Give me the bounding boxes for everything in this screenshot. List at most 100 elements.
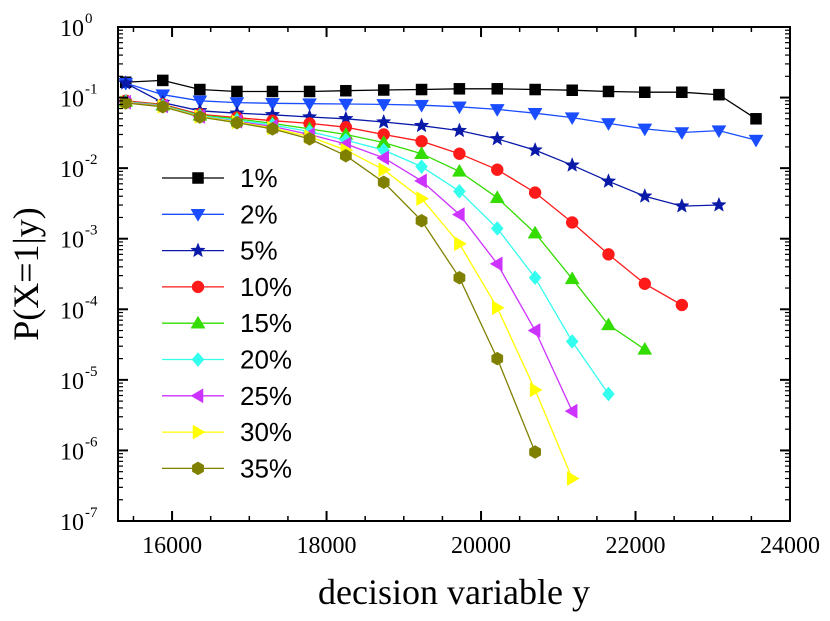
x-tick-label: 16000 bbox=[142, 533, 202, 559]
y-tick-label: 10 bbox=[60, 439, 84, 465]
y-tick-exponent: -2 bbox=[85, 152, 98, 168]
data-point bbox=[527, 107, 543, 121]
data-point bbox=[414, 146, 429, 159]
legend-marker bbox=[192, 424, 206, 440]
data-point bbox=[303, 132, 316, 146]
legend-marker bbox=[192, 172, 204, 184]
x-tick-label: 18000 bbox=[297, 533, 357, 559]
y-tick-label: 10 bbox=[60, 369, 84, 395]
y-axis-title: P(X=1|y) bbox=[6, 207, 46, 341]
data-point bbox=[528, 186, 542, 199]
data-point bbox=[414, 99, 429, 113]
legend-label: 25% bbox=[240, 381, 292, 411]
y-tick-exponent: 0 bbox=[85, 11, 93, 27]
legend-entry: 2% bbox=[162, 199, 278, 229]
data-point bbox=[636, 188, 653, 203]
data-point bbox=[376, 99, 392, 112]
data-point bbox=[711, 196, 727, 212]
data-point bbox=[303, 85, 316, 98]
data-point bbox=[489, 130, 506, 146]
y-tick-label: 10 bbox=[60, 510, 84, 536]
legend-label: 1% bbox=[240, 163, 278, 193]
data-point bbox=[451, 122, 468, 138]
data-point bbox=[527, 225, 543, 239]
legend: 1% 2% 5% 10% 15% 20% 25% 30% 35% bbox=[162, 163, 292, 483]
data-point bbox=[564, 157, 580, 172]
data-point bbox=[491, 83, 504, 95]
series-line bbox=[125, 102, 536, 453]
data-point bbox=[375, 113, 392, 129]
data-point bbox=[675, 298, 689, 312]
data-point bbox=[156, 100, 169, 114]
data-point bbox=[451, 163, 467, 177]
data-point bbox=[748, 134, 764, 148]
data-point bbox=[415, 83, 428, 96]
y-tick-exponent: -6 bbox=[85, 434, 98, 450]
y-tick-label: 10 bbox=[60, 298, 84, 324]
data-point bbox=[415, 213, 428, 228]
legend-marker bbox=[190, 209, 206, 222]
legend-entry: 30% bbox=[162, 417, 292, 447]
tick-layer bbox=[118, 26, 791, 522]
legend-entry: 25% bbox=[162, 381, 292, 411]
data-point bbox=[711, 125, 727, 139]
data-point bbox=[564, 271, 580, 285]
y-tick-label: 10 bbox=[60, 228, 84, 254]
legend-label: 10% bbox=[240, 272, 292, 302]
data-point bbox=[453, 183, 466, 199]
data-point bbox=[302, 98, 317, 112]
data-point bbox=[415, 135, 428, 148]
data-point bbox=[490, 221, 504, 236]
data-point bbox=[529, 83, 541, 96]
plot-frame bbox=[117, 26, 791, 522]
series-line bbox=[125, 100, 683, 306]
data-point bbox=[231, 85, 243, 98]
legend-entry: 5% bbox=[162, 236, 278, 266]
data-point bbox=[750, 113, 762, 125]
data-point bbox=[414, 173, 427, 189]
legend-entry: 20% bbox=[162, 345, 292, 375]
data-point bbox=[713, 88, 725, 101]
y-tick-label: 10 bbox=[60, 87, 84, 113]
data-point bbox=[266, 85, 279, 98]
data-point bbox=[601, 317, 616, 331]
legend-label: 30% bbox=[240, 417, 292, 447]
legend-marker bbox=[191, 280, 205, 294]
y-tick-exponent: -1 bbox=[85, 82, 98, 98]
data-point bbox=[157, 74, 169, 87]
data-point bbox=[565, 334, 579, 349]
data-point bbox=[453, 270, 466, 285]
series-6 bbox=[118, 94, 578, 419]
data-point bbox=[674, 197, 690, 213]
data-point bbox=[119, 96, 132, 110]
series-1 bbox=[118, 77, 764, 148]
data-point bbox=[528, 270, 542, 286]
data-point bbox=[600, 173, 617, 188]
data-point bbox=[339, 148, 352, 163]
data-point bbox=[491, 351, 504, 366]
series-2 bbox=[118, 74, 727, 213]
series-8 bbox=[119, 96, 541, 459]
series-layer bbox=[118, 74, 764, 486]
data-point bbox=[229, 97, 245, 111]
x-axis-title: decision variable y bbox=[318, 572, 590, 612]
y-tick-label: 10 bbox=[60, 157, 84, 183]
data-point bbox=[566, 471, 580, 486]
data-point bbox=[340, 84, 352, 97]
data-point bbox=[231, 115, 243, 130]
data-point bbox=[639, 86, 651, 98]
data-point bbox=[192, 95, 208, 109]
legend-marker bbox=[190, 315, 206, 329]
legend-label: 15% bbox=[240, 308, 292, 338]
legend-label: 2% bbox=[240, 199, 278, 229]
y-tick-exponent: -3 bbox=[85, 223, 98, 239]
data-point bbox=[565, 216, 579, 229]
data-point bbox=[601, 118, 616, 131]
data-point bbox=[376, 150, 389, 166]
data-point bbox=[377, 84, 390, 96]
data-point bbox=[194, 110, 206, 124]
data-point bbox=[338, 98, 354, 112]
data-point bbox=[529, 445, 541, 459]
